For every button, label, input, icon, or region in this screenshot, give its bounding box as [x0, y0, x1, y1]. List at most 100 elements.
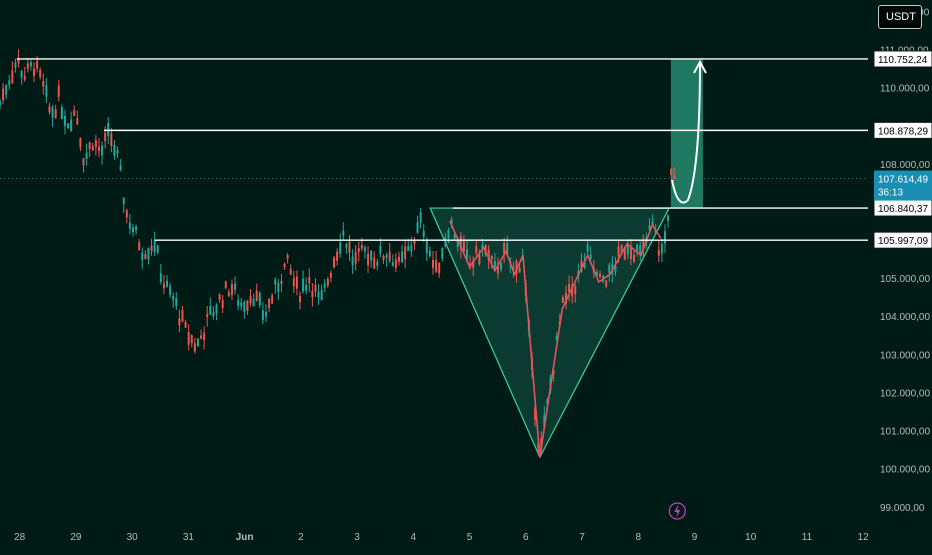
x-tick-label: 28 — [14, 532, 26, 543]
candle-body — [162, 283, 165, 289]
candle-body — [333, 257, 336, 268]
candle-body — [367, 253, 370, 266]
candle-body — [240, 302, 243, 307]
candle-body — [500, 262, 503, 270]
price-tag-box-3 — [873, 231, 932, 249]
candle-body — [379, 245, 382, 254]
x-tick-label: Jun — [236, 532, 254, 543]
candle-body — [150, 245, 153, 252]
candle-body — [51, 107, 54, 118]
candle-body — [629, 247, 632, 259]
candle-body — [200, 335, 203, 339]
candle-body — [104, 132, 107, 141]
candle-body — [351, 256, 354, 266]
candle-body — [478, 254, 481, 265]
candle-body — [308, 276, 311, 284]
candle-body — [289, 268, 292, 275]
candle-body — [88, 142, 91, 149]
candle-body — [283, 263, 286, 268]
price-tag-box-0 — [873, 50, 932, 68]
candle-body — [336, 251, 339, 261]
candle-body — [555, 336, 558, 341]
candle-body — [617, 246, 620, 257]
candle-body — [268, 298, 271, 309]
candle-body — [48, 106, 51, 113]
candle-body — [292, 277, 295, 287]
y-tick-label: 100.000,00 — [880, 465, 930, 476]
candle-body — [299, 295, 302, 303]
x-tick-label: 30 — [127, 532, 139, 543]
candle-body — [286, 255, 289, 259]
candle-body — [42, 80, 45, 87]
candle-body — [447, 230, 450, 239]
candle-body — [413, 239, 416, 245]
candle-body — [586, 244, 589, 252]
candle-body — [178, 318, 181, 326]
candle-body — [79, 138, 82, 148]
candle-body — [394, 259, 397, 268]
candle-body — [407, 246, 410, 251]
candle-body — [633, 254, 636, 262]
candle-body — [76, 118, 79, 125]
candle-body — [571, 284, 574, 297]
x-tick-label: 11 — [802, 532, 813, 543]
candle-body — [382, 255, 385, 261]
x-tick-label: 5 — [467, 532, 473, 543]
candle-body — [608, 264, 611, 273]
candle-body — [422, 230, 425, 237]
x-tick-label: 29 — [70, 532, 82, 543]
candle-body — [141, 252, 144, 261]
candle-body — [329, 272, 332, 278]
candle-body — [323, 283, 326, 288]
candle-body — [354, 251, 357, 264]
candle-body — [302, 278, 305, 292]
candle-body — [311, 290, 314, 298]
candle-body — [97, 146, 100, 151]
candle-body — [305, 284, 308, 291]
candle-body — [639, 245, 642, 255]
candle-body — [57, 85, 60, 98]
candle-body — [357, 248, 360, 253]
candle-body — [667, 215, 670, 222]
candle-body — [122, 197, 125, 204]
candles-group — [0, 49, 676, 456]
price-tag-label-1: 108.878,29 — [878, 126, 928, 137]
candle-body — [39, 69, 42, 78]
candle-body — [456, 239, 459, 247]
candle-body — [490, 255, 493, 260]
price-tag-label-3: 105.997,09 — [878, 236, 928, 247]
candle-body — [277, 282, 280, 293]
candle-body — [416, 222, 419, 233]
candle-body — [428, 250, 431, 257]
candle-body — [237, 300, 240, 306]
currency-button[interactable]: USDT — [878, 5, 922, 29]
candle-body — [23, 75, 26, 80]
candle-body — [196, 338, 199, 347]
candle-body — [166, 280, 169, 287]
y-tick-label: 99.000,00 — [880, 503, 925, 514]
candle-body — [614, 266, 617, 272]
candle-body — [481, 244, 484, 249]
candle-body — [227, 292, 230, 297]
candle-body — [373, 257, 376, 269]
candle-body — [26, 63, 29, 69]
candle-body — [534, 407, 537, 420]
candle-body — [295, 276, 298, 289]
candle-body — [175, 298, 178, 307]
candle-body — [543, 415, 546, 428]
candle-body — [462, 241, 465, 252]
lightning-icon[interactable] — [668, 502, 686, 520]
zigzag-line — [449, 220, 662, 458]
candle-body — [243, 302, 246, 312]
candle-body — [73, 109, 76, 116]
candle-body — [147, 247, 150, 260]
candle-body — [224, 281, 227, 288]
last-price-label: 107.614,49 — [878, 175, 928, 186]
candle-body — [506, 242, 509, 255]
x-tick-label: 31 — [183, 532, 195, 543]
candle-body — [391, 262, 394, 266]
candle-body — [564, 293, 567, 305]
candle-body — [94, 140, 97, 147]
